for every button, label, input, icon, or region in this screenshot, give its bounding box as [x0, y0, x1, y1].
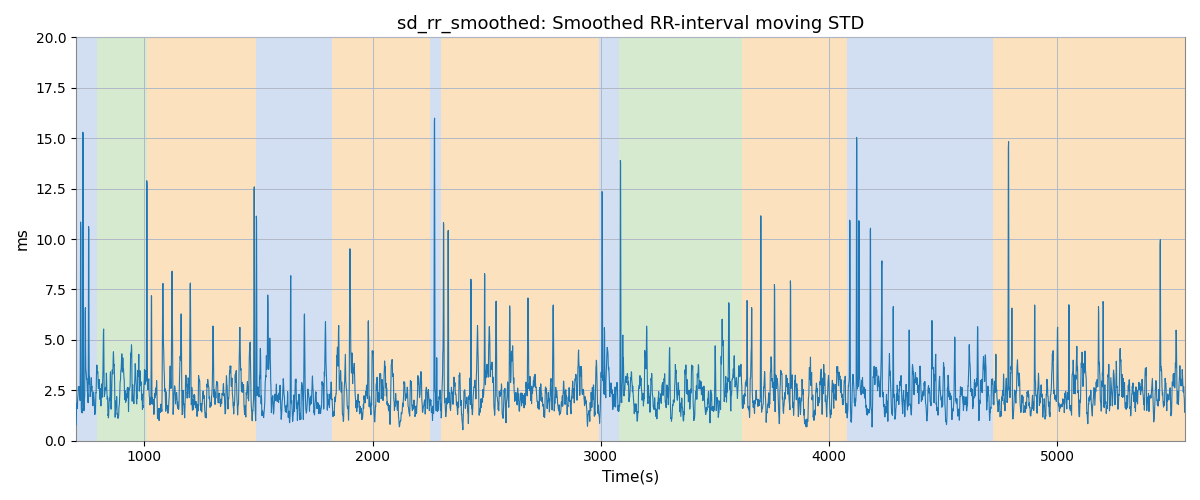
- Bar: [442, 38, 599, 440]
- Bar: [743, 38, 756, 440]
- Bar: [76, 38, 96, 440]
- Bar: [619, 38, 743, 440]
- Bar: [430, 38, 442, 440]
- Bar: [146, 38, 257, 440]
- Bar: [756, 38, 847, 440]
- Bar: [1007, 38, 1186, 440]
- Bar: [599, 38, 619, 440]
- Bar: [257, 38, 331, 440]
- Y-axis label: ms: ms: [14, 228, 30, 250]
- X-axis label: Time(s): Time(s): [602, 470, 659, 485]
- Bar: [331, 38, 430, 440]
- Bar: [96, 38, 146, 440]
- Bar: [994, 38, 1007, 440]
- Bar: [847, 38, 994, 440]
- Title: sd_rr_smoothed: Smoothed RR-interval moving STD: sd_rr_smoothed: Smoothed RR-interval mov…: [397, 15, 864, 34]
